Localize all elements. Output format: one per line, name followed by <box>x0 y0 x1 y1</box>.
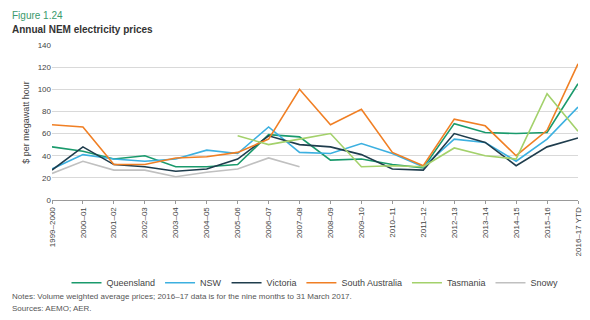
svg-text:Queensland: Queensland <box>107 278 156 288</box>
svg-text:2012–13: 2012–13 <box>450 207 459 239</box>
svg-text:Notes: Volume weighted average: Notes: Volume weighted average prices; 2… <box>12 292 352 301</box>
svg-text:$ per megawatt hour: $ per megawatt hour <box>21 81 31 164</box>
svg-text:2009–10: 2009–10 <box>357 207 366 239</box>
svg-text:2016–17 YTD: 2016–17 YTD <box>574 207 583 256</box>
svg-text:2006–07: 2006–07 <box>264 207 273 239</box>
svg-text:120: 120 <box>38 63 52 72</box>
svg-text:2013–14: 2013–14 <box>481 207 490 239</box>
svg-text:Sources: AEMO; AER.: Sources: AEMO; AER. <box>12 304 92 313</box>
svg-text:2011–12: 2011–12 <box>419 207 428 238</box>
svg-text:2004–05: 2004–05 <box>202 207 211 239</box>
svg-text:Tasmania: Tasmania <box>447 278 486 288</box>
svg-text:Victoria: Victoria <box>267 278 297 288</box>
svg-text:60: 60 <box>42 129 51 138</box>
svg-text:2010–11: 2010–11 <box>388 207 397 238</box>
svg-text:Snowy: Snowy <box>530 278 558 288</box>
svg-text:100: 100 <box>38 85 52 94</box>
svg-text:2002–03: 2002–03 <box>140 207 149 239</box>
svg-text:140: 140 <box>38 41 52 50</box>
svg-text:1999–2000: 1999–2000 <box>48 207 57 248</box>
svg-text:2007–08: 2007–08 <box>295 207 304 239</box>
svg-text:South Australia: South Australia <box>341 278 402 288</box>
svg-text:2003–04: 2003–04 <box>171 207 180 239</box>
svg-text:NSW: NSW <box>200 278 222 288</box>
svg-text:2001–02: 2001–02 <box>109 207 118 239</box>
svg-text:40: 40 <box>42 152 51 161</box>
svg-text:2014–15: 2014–15 <box>512 207 521 239</box>
svg-text:2000–01: 2000–01 <box>79 207 88 239</box>
svg-text:80: 80 <box>42 107 51 116</box>
svg-text:2015–16: 2015–16 <box>543 207 552 239</box>
svg-text:0: 0 <box>47 196 52 205</box>
svg-text:20: 20 <box>42 174 51 183</box>
svg-text:2008–09: 2008–09 <box>326 207 335 239</box>
svg-text:Figure 1.24: Figure 1.24 <box>12 10 63 21</box>
svg-text:2005–06: 2005–06 <box>233 207 242 239</box>
svg-text:Annual NEM electricity prices: Annual NEM electricity prices <box>12 24 153 35</box>
